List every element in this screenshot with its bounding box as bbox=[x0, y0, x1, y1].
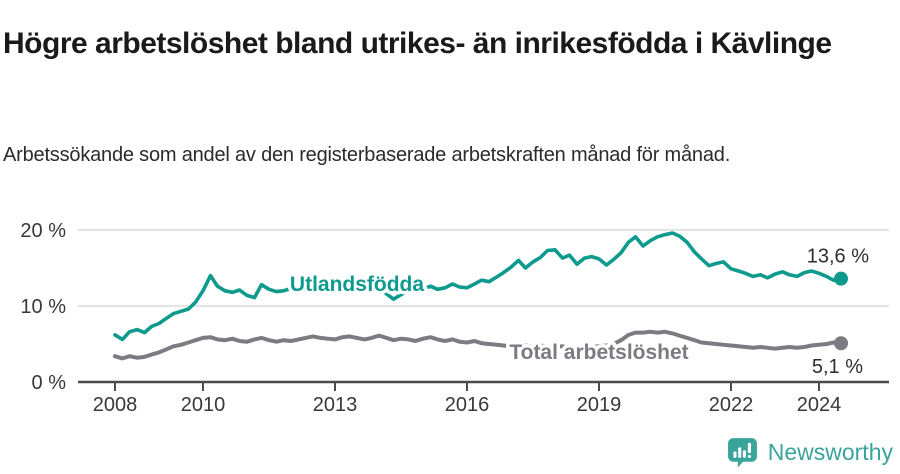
series-end-value-label: 5,1 % bbox=[812, 356, 863, 378]
brand-name: Newsworthy bbox=[767, 439, 893, 465]
speech-bubble-bar-chart-icon bbox=[727, 438, 757, 468]
newsworthy-brand: Newsworthy bbox=[726, 436, 893, 469]
series-inline-label-total: Total arbetslöshet bbox=[509, 341, 688, 364]
page-title: Högre arbetslöshet bland utrikes- än inr… bbox=[3, 27, 832, 61]
chart-subtitle: Arbetssökande som andel av den registerb… bbox=[3, 144, 731, 166]
x-axis-tick-label: 2024 bbox=[797, 394, 842, 416]
series-end-dot-utlandsfodda bbox=[834, 271, 848, 286]
x-axis-tick-label: 2010 bbox=[181, 394, 226, 416]
series-line-utlandsfodda bbox=[113, 231, 843, 342]
y-axis-tick-label: 10 % bbox=[20, 296, 66, 318]
series-inline-label-utlandsfodda: Utlandsfödda bbox=[290, 273, 424, 296]
x-axis-tick-label: 2016 bbox=[445, 394, 490, 416]
y-axis-tick-label: 20 % bbox=[20, 220, 66, 242]
series-line-total bbox=[113, 329, 843, 361]
x-axis-tick-label: 2022 bbox=[709, 394, 754, 416]
x-axis-tick-label: 2008 bbox=[93, 394, 138, 416]
series-end-dot-total bbox=[834, 336, 848, 351]
series-end-value-label: 13,6 % bbox=[807, 246, 869, 268]
x-axis-tick-label: 2013 bbox=[313, 394, 358, 416]
x-axis-tick-label: 2019 bbox=[577, 394, 622, 416]
y-axis-tick-label: 0 % bbox=[32, 372, 67, 394]
